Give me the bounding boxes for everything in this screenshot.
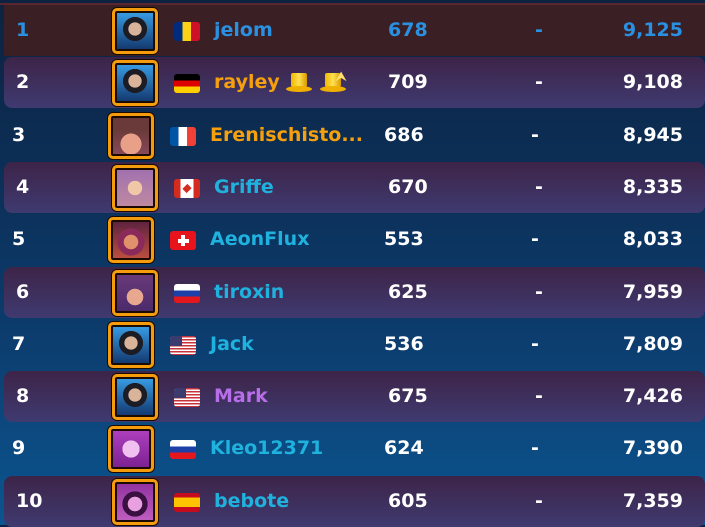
level: 678 [388, 19, 428, 41]
rank-change: - [535, 489, 543, 512]
rank-change: - [535, 280, 543, 303]
avatar-woman-red-hair[interactable] [108, 217, 154, 264]
rank-change: - [531, 228, 539, 251]
player-name[interactable]: tiroxin [214, 280, 285, 303]
score: 9,108 [622, 71, 683, 94]
flag-switzerland-icon [170, 231, 196, 251]
rank-change: - [535, 175, 543, 198]
rank: 4 [16, 175, 30, 198]
player-name[interactable]: jelom [214, 19, 273, 41]
rank: 9 [12, 437, 26, 460]
level: 536 [384, 332, 424, 355]
rank: 5 [12, 228, 26, 251]
score: 7,359 [622, 489, 683, 512]
flag-russia-icon [170, 440, 196, 460]
player-name[interactable]: Kleo12371 [210, 437, 324, 460]
rank: 3 [12, 123, 26, 146]
rank-change: - [531, 332, 539, 355]
score: 8,945 [622, 123, 683, 146]
level: 686 [384, 123, 424, 146]
score: 7,959 [622, 280, 683, 303]
rank: 10 [16, 489, 43, 512]
player-name[interactable]: rayley [214, 71, 280, 94]
player-name[interactable]: Griffe [214, 175, 274, 198]
score: 7,426 [622, 385, 683, 408]
flag-canada-icon [174, 178, 200, 198]
flag-romania-icon [174, 22, 200, 41]
flag-spain-icon [174, 492, 200, 512]
level: 675 [388, 385, 428, 408]
leaderboard-row[interactable]: 8 Mark 675 - 7,426 [4, 371, 705, 423]
rank-change: - [531, 437, 539, 460]
leaderboard-row[interactable]: 3 Erenischisto... 686 - 8,945 [0, 110, 705, 161]
avatar-woman-brown-hair[interactable] [112, 269, 158, 316]
score: 8,335 [622, 175, 683, 198]
level: 625 [388, 280, 428, 303]
flag-germany-icon [174, 74, 200, 94]
rank: 2 [16, 71, 30, 94]
avatar-woman-hat[interactable] [108, 112, 154, 159]
leaderboard-row[interactable]: 9 Kleo12371 624 - 7,390 [0, 423, 705, 474]
level: 670 [388, 175, 428, 198]
avatar-man-dark-hair[interactable] [112, 8, 158, 54]
leaderboard-row[interactable]: 7 Jack 536 - 7,809 [0, 319, 705, 370]
rank-change: - [535, 71, 543, 94]
leaderboard-row[interactable]: 10 bebote 605 - 7,359 [4, 475, 705, 527]
avatar-woman-blonde[interactable] [112, 164, 158, 211]
flag-usa-icon [174, 388, 200, 408]
rank: 6 [16, 280, 30, 303]
score: 7,390 [622, 437, 683, 460]
score: 8,033 [622, 228, 683, 251]
rank-change: - [535, 19, 543, 41]
player-name[interactable]: bebote [214, 489, 290, 512]
rank: 1 [16, 19, 30, 41]
player-name[interactable]: AeonFlux [210, 228, 310, 251]
avatar-man-dark-hair[interactable] [112, 374, 158, 421]
level: 709 [388, 71, 428, 94]
rank: 7 [12, 332, 26, 355]
avatar-woman-pink-dark-hair[interactable] [112, 478, 158, 525]
level: 605 [388, 489, 428, 512]
leaderboard-row[interactable]: 6 tiroxin 625 - 7,959 [4, 266, 705, 318]
avatar-man-dark-hair[interactable] [108, 321, 154, 368]
flag-france-icon [170, 126, 196, 146]
leaderboard-row[interactable]: 5 AeonFlux 553 - 8,033 [0, 214, 705, 265]
leaderboard-row[interactable]: 4 Griffe 670 - 8,335 [4, 161, 705, 213]
player-name[interactable]: Erenischisto... [210, 123, 363, 146]
avatar-woman-pink[interactable] [108, 426, 154, 473]
rank-change: - [535, 385, 543, 408]
leaderboard-row[interactable]: 2 rayley 709 - 9,108 ⮝ [4, 57, 705, 109]
flag-usa-icon [170, 335, 196, 355]
level: 624 [384, 437, 424, 460]
gold-top-hat-upgrade-icon: ⮝ [320, 70, 346, 93]
flag-russia-icon [174, 283, 200, 303]
rank-change: - [531, 123, 539, 146]
leaderboard-row[interactable]: 1 jelom 678 - 9,125 [4, 5, 705, 56]
player-name[interactable]: Jack [210, 332, 254, 355]
level: 553 [384, 228, 424, 251]
header-divider [0, 3, 705, 5]
player-name[interactable]: Mark [214, 385, 268, 408]
gold-top-hat-icon [286, 73, 312, 93]
score: 9,125 [622, 19, 683, 41]
avatar-man-dark-hair[interactable] [112, 60, 158, 107]
score: 7,809 [622, 332, 683, 355]
rank: 8 [16, 385, 30, 408]
